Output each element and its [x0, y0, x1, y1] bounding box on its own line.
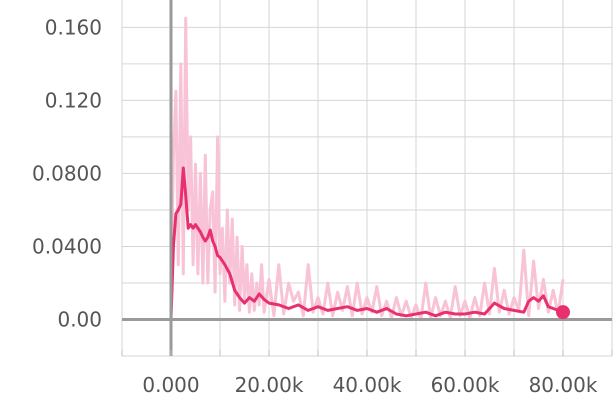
raw-series-layer	[169, 16, 565, 321]
x-tick-label: 0.000	[142, 373, 199, 397]
y-tick-label: 0.160	[45, 15, 102, 39]
end-point-marker	[556, 305, 570, 320]
end-marker-layer	[556, 305, 570, 320]
x-tick-labels: 0.000 20.00k 40.00k 60.00k 80.00k	[142, 373, 597, 397]
y-tick-labels: 0.00 0.0400 0.0800 0.120 0.160	[32, 15, 102, 331]
chart-axes	[121, 0, 613, 356]
raw-series-line	[169, 16, 565, 321]
y-tick-label: 0.0400	[32, 234, 102, 258]
x-tick-label: 40.00k	[333, 373, 402, 397]
smoothed-series-layer	[169, 166, 564, 320]
smoothed-series-line	[169, 166, 564, 320]
y-tick-label: 0.00	[57, 307, 102, 331]
x-tick-label: 60.00k	[431, 373, 500, 397]
y-tick-label: 0.120	[45, 88, 102, 112]
y-tick-label: 0.0800	[32, 161, 102, 185]
x-tick-label: 20.00k	[235, 373, 304, 397]
x-tick-label: 80.00k	[529, 373, 598, 397]
